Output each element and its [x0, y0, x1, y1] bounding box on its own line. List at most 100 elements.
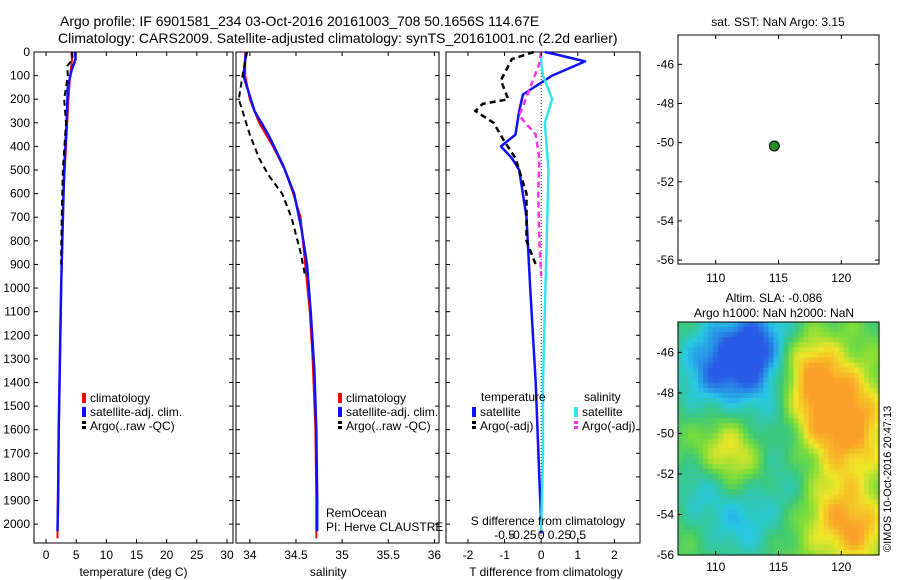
sla-cell [698, 327, 704, 333]
sla-cell [688, 473, 694, 480]
sla-cell [768, 332, 775, 338]
sla-cell [783, 539, 790, 546]
sla-cell [698, 357, 704, 364]
sla-cell [778, 463, 785, 470]
depth-axis-label: 100 [10, 69, 30, 83]
sla-cell [688, 418, 694, 424]
sla-cell [848, 362, 855, 369]
sla-cell [808, 357, 815, 364]
sla-cell [753, 479, 760, 485]
sla-cell [723, 332, 729, 338]
sla-cell [838, 372, 845, 379]
sla-cell [823, 347, 830, 353]
sla-title: Altim. SLA: -0.086 [726, 291, 823, 305]
sla-cell [748, 468, 754, 475]
sla-cell [683, 418, 689, 424]
sla-cell [868, 509, 875, 516]
sla-cell [848, 428, 855, 435]
sla-cell [683, 322, 689, 328]
depth-axis-label: 700 [10, 210, 30, 224]
sla-cell [818, 489, 825, 495]
sla-cell [773, 332, 780, 338]
sla-cell [778, 408, 785, 414]
sla-cell [838, 392, 845, 399]
sla-cell [843, 524, 850, 531]
sla-cell [698, 534, 704, 541]
sla-cell [763, 433, 770, 440]
sla-cell [838, 519, 845, 526]
temperature-x-axis-label: 10 [100, 548, 114, 562]
sla-cell [748, 448, 754, 455]
sla-cell [733, 504, 739, 511]
sla-cell [753, 499, 760, 505]
sla-cell [708, 352, 714, 359]
depth-axis-label: 900 [10, 257, 30, 271]
sla-cell [788, 362, 795, 369]
sla-cell [803, 322, 810, 328]
sla-cell [773, 479, 780, 485]
sla-cell [683, 544, 689, 551]
sla-cell [748, 387, 754, 394]
sla-cell [753, 377, 760, 384]
sla-cell [838, 433, 845, 440]
sla-cell [783, 337, 790, 343]
sla-cell [723, 499, 729, 505]
sla-cell [848, 413, 855, 419]
sla-cell [858, 534, 865, 541]
sla-cell [838, 377, 845, 384]
sla-cell [708, 392, 714, 399]
sla-cell [698, 322, 704, 328]
sla-cell [708, 377, 714, 384]
sla-cell [693, 433, 699, 440]
sla-cell [793, 418, 800, 424]
sla-cell [783, 504, 790, 511]
sla-cell [803, 433, 810, 440]
sla-cell [793, 463, 800, 470]
sla-cell [853, 514, 860, 521]
sla-cell [773, 453, 780, 460]
sla-cell [753, 448, 760, 455]
sla-cell [718, 392, 724, 399]
sla-cell [868, 484, 875, 490]
sla-cell [698, 418, 704, 424]
sla-cell [833, 473, 840, 480]
sla-cell [783, 544, 790, 551]
sla-cell [803, 352, 810, 359]
sla-cell [718, 524, 724, 531]
sla-cell [723, 413, 729, 419]
sla-cell [723, 494, 729, 500]
sla-cell [738, 519, 744, 526]
sla-cell [703, 337, 709, 343]
sla-cell [688, 514, 694, 521]
sla-cell [828, 352, 835, 359]
sla-cell [828, 413, 835, 419]
sla-cell [683, 413, 689, 419]
sla-cell [808, 484, 815, 490]
sla-cell [678, 549, 684, 556]
sla-cell [808, 327, 815, 333]
sla-cell [758, 499, 765, 505]
sla-cell [723, 327, 729, 333]
sla-cell [863, 484, 870, 490]
sla-cell [838, 342, 845, 348]
depth-axis-label: 2000 [3, 517, 30, 531]
sla-cell [698, 544, 704, 551]
sla-cell [868, 377, 875, 384]
sla-cell [778, 468, 785, 475]
sla-cell [758, 352, 765, 359]
sla-cell [748, 367, 754, 374]
sla-cell [828, 423, 835, 429]
sla-cell [678, 519, 684, 526]
sla-cell [683, 352, 689, 359]
sla-cell [828, 382, 835, 389]
sla-cell [873, 372, 880, 379]
sla-cell [773, 499, 780, 505]
sla-cell [778, 367, 785, 374]
sla-cell [773, 534, 780, 541]
sla-cell [813, 453, 820, 460]
sla-cell [693, 479, 699, 485]
sla-cell [753, 453, 760, 460]
sla-cell [758, 443, 765, 450]
depth-axis-label: 400 [10, 139, 30, 153]
sla-cell [863, 392, 870, 399]
